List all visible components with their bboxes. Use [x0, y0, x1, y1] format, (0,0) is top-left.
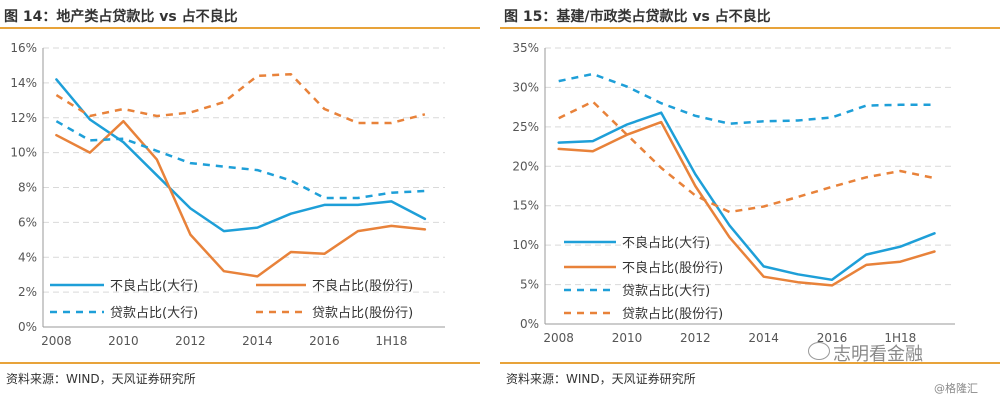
- y-tick-label: 5%: [520, 278, 539, 292]
- x-tick-label: 2008: [543, 331, 574, 345]
- source-rule: [500, 362, 1000, 364]
- y-tick-label: 35%: [512, 41, 539, 55]
- wechat-icon: [808, 342, 830, 360]
- x-tick-label: 2012: [680, 331, 711, 345]
- chart-title: 图 14：地产类占贷款比 vs 占不良比: [4, 9, 238, 25]
- chart-title: 图 15：基建/市政类占贷款比 vs 占不良比: [504, 9, 771, 25]
- y-tick-label: 10%: [512, 238, 539, 252]
- x-tick-label: 2016: [817, 331, 848, 345]
- x-tick-label: 2010: [612, 331, 643, 345]
- legend-label: 不良占比(股份行): [312, 278, 413, 294]
- y-tick-label: 25%: [512, 120, 539, 134]
- chart-panel-14: 图 14：地产类占贷款比 vs 占不良比 0% 2% 4% 6% 8% 10% 12% 14%…: [0, 0, 480, 402]
- source-note: 资料来源：WIND，天风证券研究所: [6, 372, 196, 386]
- chart-panel-15: 图 15：基建/市政类占贷款比 vs 占不良比 0% 5% 10% 15% 20% 25%…: [500, 0, 1000, 402]
- source-note: 资料来源：WIND，天风证券研究所: [506, 372, 696, 386]
- y-tick-label: 0%: [18, 320, 37, 334]
- title-rule: [0, 27, 480, 29]
- y-tick-label: 2%: [18, 285, 37, 299]
- chart-svg-14: 0% 2% 4% 6% 8% 10% 12% 14% 16% 2008 2010 2012 2014 20…: [10, 41, 445, 348]
- y-tick-label: 8%: [18, 181, 37, 195]
- y-tick-label: 6%: [18, 215, 37, 229]
- legend-label: 贷款占比(股份行): [312, 306, 413, 321]
- title-rule: [500, 27, 1000, 29]
- x-tick-label: 2010: [108, 334, 139, 348]
- y-tick-label: 4%: [18, 250, 37, 264]
- chart-svg-15: 0% 5% 10% 15% 20% 25% 30% 35% 2008 2010 2012 2014 20…: [512, 41, 955, 345]
- series-line-3: [55, 72, 426, 125]
- legend-label: 贷款占比(股份行): [622, 307, 723, 322]
- series-line-3: [558, 100, 935, 214]
- source-rule: [0, 362, 480, 364]
- legend-label: 不良占比(股份行): [622, 260, 723, 276]
- y-tick-label: 20%: [512, 159, 539, 173]
- y-tick-label: 10%: [10, 146, 37, 160]
- y-tick-label: 12%: [10, 111, 37, 125]
- legend-label: 不良占比(大行): [110, 278, 198, 294]
- x-tick-label: 1H18: [375, 334, 407, 348]
- legend-label: 贷款占比(大行): [622, 284, 710, 299]
- series-line-2: [558, 72, 935, 125]
- y-tick-label: 0%: [520, 317, 539, 331]
- legend-label: 贷款占比(大行): [110, 306, 198, 321]
- legend-label: 不良占比(大行): [622, 235, 710, 251]
- y-tick-label: 16%: [10, 41, 37, 55]
- x-tick-label: 2016: [309, 334, 340, 348]
- series-line-2: [55, 120, 425, 200]
- x-tick-label: 2008: [41, 334, 72, 348]
- y-tick-label: 30%: [512, 80, 539, 94]
- series-line-0: [55, 78, 427, 233]
- x-tick-label: 2012: [175, 334, 206, 348]
- series-line-0: [557, 111, 936, 282]
- x-tick-label: 1H18: [884, 331, 916, 345]
- x-tick-label: 2014: [242, 334, 273, 348]
- watermark-text: 志明看金融: [833, 344, 923, 365]
- watermark-source: @格隆汇: [934, 382, 978, 395]
- y-tick-label: 15%: [512, 199, 539, 213]
- y-tick-label: 14%: [10, 76, 37, 90]
- series-line-1: [557, 120, 936, 287]
- series-line-1: [55, 119, 427, 278]
- x-tick-label: 2014: [748, 331, 779, 345]
